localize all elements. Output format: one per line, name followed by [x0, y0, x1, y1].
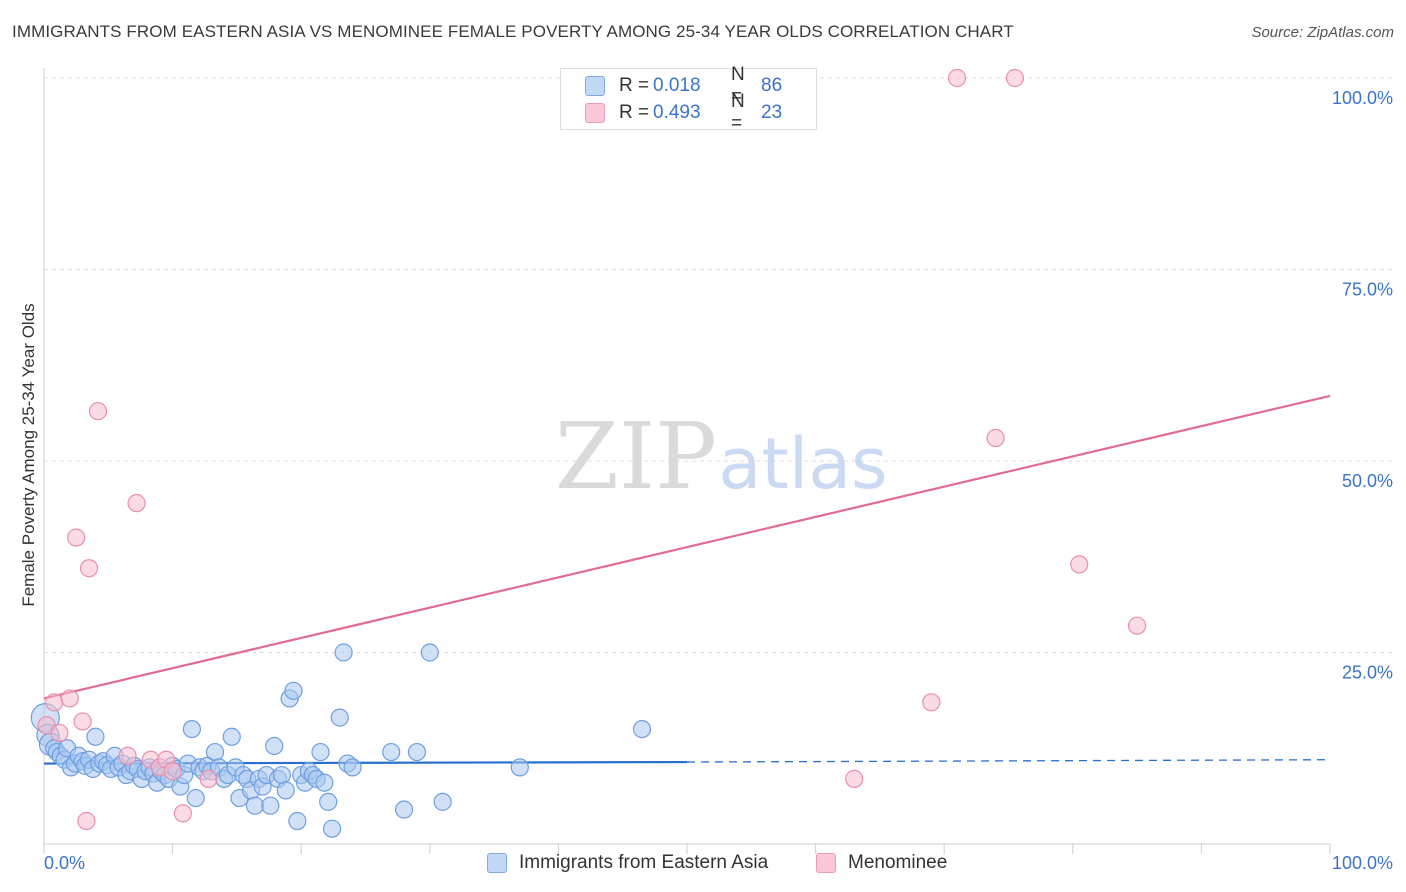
legend-swatch-blue	[487, 853, 507, 873]
point-menominee	[73, 712, 92, 731]
point-immigrants	[311, 742, 330, 762]
point-immigrants	[245, 796, 265, 815]
legend-swatch-pink	[816, 853, 836, 873]
point-immigrants	[343, 758, 362, 777]
point-immigrants	[222, 727, 241, 746]
point-menominee	[60, 689, 79, 708]
point-immigrants	[330, 708, 349, 727]
point-immigrants	[407, 742, 427, 762]
point-immigrants	[186, 788, 205, 808]
point-menominee	[1070, 555, 1089, 574]
y-axis-title: Female Poverty Among 25-34 Year Olds	[19, 303, 38, 607]
tick-labels: 25.0% 50.0% 75.0% 100.0% 0.0% 100.0%	[44, 88, 1393, 873]
point-immigrants	[632, 719, 652, 739]
chart-title: IMMIGRANTS FROM EASTERN ASIA VS MENOMINE…	[12, 22, 1014, 41]
point-immigrants	[334, 643, 353, 662]
y-tick-label: 100.0%	[1332, 88, 1393, 108]
point-immigrants	[272, 765, 292, 785]
point-menominee	[79, 559, 99, 578]
point-immigrants	[288, 811, 307, 831]
point-immigrants	[182, 719, 201, 739]
point-immigrants	[382, 742, 401, 762]
point-immigrants	[261, 796, 280, 815]
point-menominee	[1127, 616, 1147, 635]
x-tick-label-left: 0.0%	[44, 853, 85, 873]
point-menominee	[163, 762, 182, 781]
trend-immigrants-dashed	[686, 759, 1331, 763]
legend-label-immigrants: Immigrants from Eastern Asia	[519, 852, 769, 873]
legend-n-label: N =	[731, 91, 745, 134]
point-menominee	[947, 68, 967, 88]
point-menominee	[118, 746, 137, 766]
correlation-legend: R = 0.018 N = 86 R = 0.493 N = 23	[560, 64, 817, 134]
legend-n-value: 23	[761, 102, 783, 123]
point-menominee	[127, 494, 146, 513]
series-legend: Immigrants from Eastern Asia Menominee	[0, 852, 1406, 878]
legend-row-immigrants: R = 0.018 N = 86	[585, 64, 783, 107]
legend-r-label: R =	[619, 102, 650, 123]
point-immigrants	[322, 819, 342, 838]
point-immigrants	[205, 742, 225, 762]
watermark: ZIP atlas	[555, 403, 888, 510]
legend-row-menominee: R = 0.493 N = 23	[585, 91, 783, 134]
point-immigrants	[265, 736, 284, 756]
legend-item-immigrants[interactable]: Immigrants from Eastern Asia	[487, 852, 768, 874]
point-immigrants	[276, 781, 295, 800]
point-menominee	[922, 693, 941, 712]
point-menominee	[67, 528, 86, 547]
grid-lines	[44, 77, 1392, 653]
point-menominee	[77, 811, 96, 831]
point-immigrants	[86, 727, 105, 746]
watermark-zip: ZIP	[555, 403, 717, 510]
legend-n-label: N =	[731, 64, 745, 107]
y-tick-label: 25.0%	[1342, 663, 1393, 683]
legend-label-menominee: Menominee	[848, 852, 948, 873]
legend-item-menominee[interactable]: Menominee	[816, 852, 947, 874]
point-immigrants	[420, 643, 439, 662]
x-tick-label-right: 100.0%	[1332, 853, 1393, 873]
point-immigrants	[510, 758, 529, 777]
y-tick-label: 75.0%	[1342, 280, 1393, 300]
source-label: Source: ZipAtlas.com	[1251, 24, 1394, 41]
point-menominee	[1005, 68, 1025, 88]
point-menominee	[50, 723, 69, 743]
legend-r-value: 0.493	[653, 102, 701, 123]
point-menominee	[45, 693, 64, 712]
point-menominee	[173, 804, 192, 823]
trend-menominee	[43, 394, 1331, 700]
point-immigrants	[315, 773, 334, 792]
point-immigrants	[394, 800, 414, 819]
point-immigrants	[319, 792, 338, 811]
legend-swatch-blue	[585, 76, 605, 96]
legend-r-value: 0.018	[653, 75, 701, 96]
point-menominee	[986, 428, 1005, 448]
watermark-atlas: atlas	[718, 423, 887, 505]
point-immigrants	[433, 792, 452, 811]
point-menominee	[845, 769, 864, 788]
legend-n-value: 86	[761, 75, 783, 96]
series-immigrants-points	[30, 643, 652, 838]
legend-r-label: R =	[619, 75, 650, 96]
point-menominee	[199, 769, 218, 788]
series-menominee-points	[37, 68, 1147, 831]
point-menominee	[88, 402, 108, 421]
legend-swatch-pink	[585, 103, 605, 123]
y-tick-label: 50.0%	[1342, 471, 1393, 491]
point-immigrants	[284, 681, 303, 700]
